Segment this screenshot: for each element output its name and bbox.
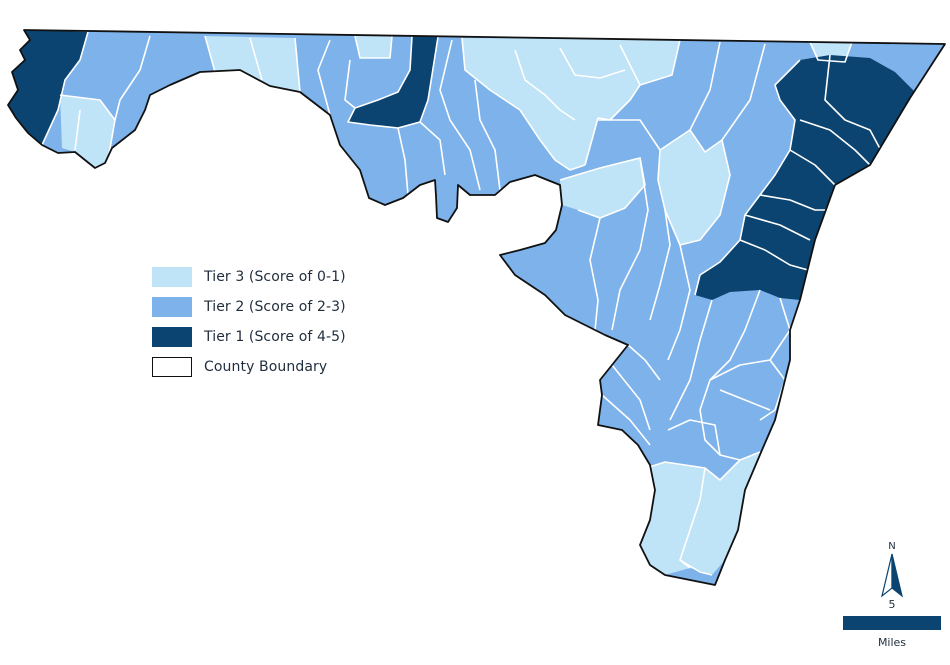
subdivision-line (347, 35, 439, 129)
subdivision-line (649, 209, 671, 321)
subdivision-line (789, 149, 836, 186)
tier3-region (462, 38, 680, 170)
tier1-region (8, 30, 88, 145)
subdivision-line (589, 217, 601, 331)
subdivision-line (619, 44, 641, 86)
subdivision-line (461, 37, 586, 171)
subdivision-line (474, 79, 501, 191)
scale-bar: 5 Miles (843, 598, 941, 649)
subdivision-line (799, 119, 871, 166)
subdivision-line (669, 299, 713, 421)
subdivision-line (694, 59, 801, 296)
tier1-region (695, 55, 918, 300)
subdivision-line (744, 214, 811, 241)
legend-label: Tier 2 (Score of 2-3) (204, 299, 346, 315)
subdivision-line (598, 119, 661, 151)
subdivision-line (249, 37, 263, 81)
scale-value: 5 (888, 598, 896, 611)
subdivision-line (294, 37, 301, 93)
subdivision-boundaries (41, 31, 886, 576)
legend-item-tier2: Tier 2 (Score of 2-3) (152, 295, 346, 319)
tier1-region (348, 36, 438, 128)
legend-label: Tier 3 (Score of 0-1) (204, 269, 346, 285)
county-boundary-swatch (152, 357, 192, 377)
legend-label: County Boundary (204, 359, 328, 375)
legend-label: Tier 1 (Score of 4-5) (204, 329, 346, 345)
subdivision-line (439, 39, 481, 191)
north-arrow-icon (881, 553, 903, 598)
map-legend: Tier 3 (Score of 0-1) Tier 2 (Score of 2… (152, 265, 346, 385)
subdivision-line (627, 344, 661, 381)
subdivision-line (204, 35, 216, 73)
tier1-swatch (152, 327, 192, 347)
legend-item-tier1: Tier 1 (Score of 4-5) (152, 325, 346, 349)
subdivision-line (41, 31, 89, 146)
subdivision-line (639, 451, 761, 481)
subdivision-line (114, 35, 151, 121)
tier3-region (60, 95, 115, 168)
subdivision-line (344, 59, 356, 109)
subdivision-line (689, 41, 721, 131)
subdivision-line (657, 129, 731, 246)
scale-unit: Miles (877, 636, 907, 649)
subdivision-line (809, 41, 853, 63)
subdivision-line (559, 47, 626, 79)
county-boundary (7, 29, 946, 586)
north-arrow: N (878, 542, 906, 603)
subdivision-line (354, 35, 393, 59)
subdivision-line (824, 54, 886, 159)
subdivision-line (317, 39, 331, 116)
subdivision-line (739, 239, 809, 271)
north-letter: N (888, 541, 896, 552)
subdivision-line (419, 121, 446, 176)
tier3-region (560, 158, 645, 218)
subdivision-line (721, 43, 766, 141)
scale-bar-graphic (843, 616, 941, 630)
subdivision-line (699, 289, 761, 411)
subdivision-line (584, 39, 681, 166)
subdivision-line (74, 109, 81, 151)
subdivision-line (679, 559, 713, 576)
subdivision-line (667, 419, 721, 456)
subdivision-line (719, 389, 771, 411)
tier3-region (355, 36, 392, 58)
legend-item-tier3: Tier 3 (Score of 0-1) (152, 265, 346, 289)
subdivision-line (709, 359, 786, 421)
subdivision-line (514, 49, 576, 121)
subdivision-line (699, 409, 741, 461)
subdivision-line (611, 364, 651, 431)
subdivision-line (59, 94, 116, 161)
tier3-region (658, 130, 730, 245)
subdivision-line (601, 394, 651, 446)
tier3-region (640, 452, 760, 575)
tier3-region (205, 36, 300, 92)
subdivision-line (611, 157, 649, 331)
tier3-swatch (152, 267, 192, 287)
tier2-swatch (152, 297, 192, 317)
legend-item-county-boundary: County Boundary (152, 355, 346, 379)
subdivision-line (667, 244, 691, 361)
subdivision-line (397, 127, 409, 196)
subdivision-line (759, 194, 830, 211)
